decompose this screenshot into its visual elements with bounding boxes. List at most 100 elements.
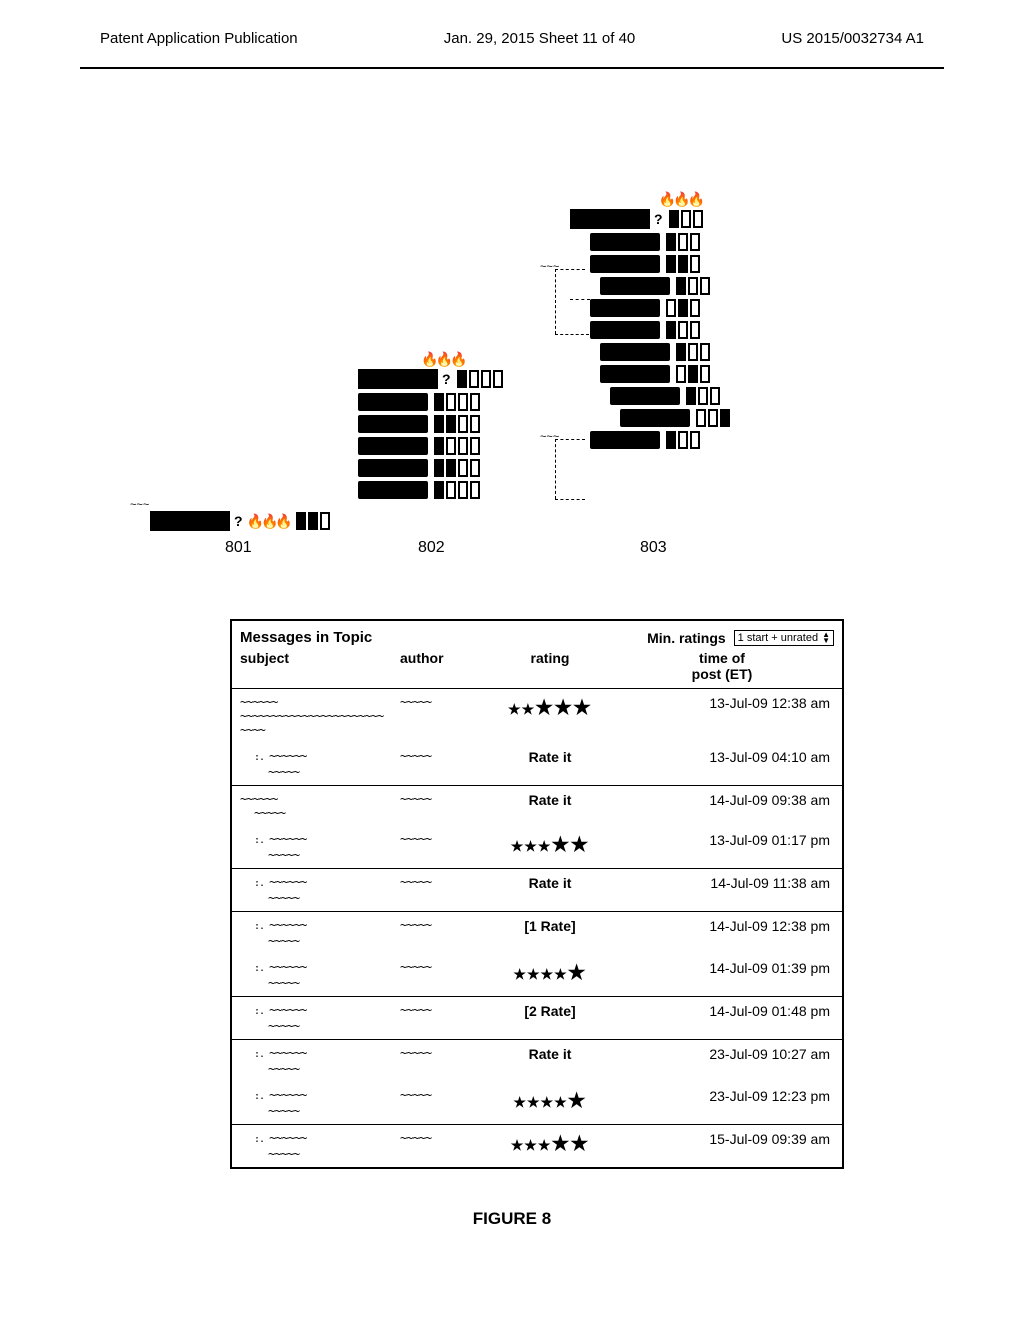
subject-text: ~~~~~~~~~~~ xyxy=(240,792,400,820)
col-author: author xyxy=(400,650,490,682)
flames-icon: 🔥🔥🔥 xyxy=(421,351,464,368)
author-text: ~~~~~ xyxy=(400,1003,490,1017)
author-text: ~~~~~ xyxy=(400,832,490,846)
post-time: 23-Jul-09 10:27 am xyxy=(610,1046,834,1062)
post-time: 13-Jul-09 04:10 am xyxy=(610,749,834,765)
table-body: ~~~~~~~~~~~~~~~~~~~~~~~~~~~~~~~~~~~~~~★★… xyxy=(232,688,842,1167)
subject-text: ~~~~~~~~~~~ xyxy=(240,749,400,779)
post-time: 15-Jul-09 09:39 am xyxy=(610,1131,834,1147)
author-text: ~~~~~ xyxy=(400,1131,490,1145)
author-text: ~~~~~ xyxy=(400,1046,490,1060)
subject-text: ~~~~~~~~~~~~~~~~~~~~~~~~~~~~~~~~~ xyxy=(240,695,400,737)
message-group: ~~~~~~~~~~~~~~~~Rate it14-Jul-09 11:38 a… xyxy=(232,868,842,911)
node-group-801: ~~~ ? 🔥🔥🔥 xyxy=(150,499,330,535)
min-ratings-label: Min. ratings xyxy=(647,630,726,646)
post-time: 14-Jul-09 01:48 pm xyxy=(610,1003,834,1019)
rating-blocks xyxy=(296,512,330,530)
message-group: ~~~~~~~~~~~~~~~~Rate it14-Jul-09 09:38 a… xyxy=(232,785,842,868)
connector xyxy=(555,439,556,499)
rating-text[interactable]: Rate it xyxy=(529,1046,572,1062)
flames-icon: 🔥🔥🔥 xyxy=(659,191,702,208)
wavy-prefix: ~~~ xyxy=(130,499,330,511)
col-subject: subject xyxy=(240,650,400,682)
node-group-802: 🔥🔥🔥 ? xyxy=(358,369,503,503)
rating-text[interactable]: [2 Rate] xyxy=(524,1003,575,1019)
subject-text: ~~~~~~~~~~~ xyxy=(240,1131,400,1161)
column-headers: subject author rating time of post (ET) xyxy=(232,650,842,688)
subject-text: ~~~~~~~~~~~ xyxy=(240,875,400,905)
author-text: ~~~~~ xyxy=(400,960,490,974)
post-time: 14-Jul-09 09:38 am xyxy=(610,792,834,808)
message-row: ~~~~~~~~~~~~~~~~~~~~~~~~~~~~~~~~~~~~~~ ★★… xyxy=(232,689,842,743)
message-group: ~~~~~~~~~~~~~~~~Rate it23-Jul-09 10:27 a… xyxy=(232,1039,842,1124)
rating-text[interactable]: Rate it xyxy=(529,749,572,765)
connector xyxy=(555,334,589,335)
post-time: 23-Jul-09 12:23 pm xyxy=(610,1088,834,1104)
question-icon: ? xyxy=(234,513,243,529)
post-time: 14-Jul-09 12:38 pm xyxy=(610,918,834,934)
table-header-row: Messages in Topic Min. ratings 1 start +… xyxy=(232,621,842,650)
connector xyxy=(570,299,590,300)
subject-text: ~~~~~~~~~~~ xyxy=(240,1046,400,1076)
header-right: US 2015/0032734 A1 xyxy=(781,30,924,47)
post-time: 13-Jul-09 12:38 am xyxy=(610,695,834,711)
author-text: ~~~~~ xyxy=(400,695,490,709)
rating-stars: ★★★★★ xyxy=(508,698,592,718)
rating-stars: ★★★★★ xyxy=(513,1091,586,1111)
ref-802: 802 xyxy=(418,539,445,557)
connector xyxy=(555,269,585,270)
subject-text: ~~~~~~~~~~~ xyxy=(240,832,400,862)
connector xyxy=(555,269,556,334)
subject-text: ~~~~~~~~~~~ xyxy=(240,918,400,948)
message-group: ~~~~~~~~~~~~~~~~~~~~~~~~~~~~~~~~~~~~~~ ★★… xyxy=(232,688,842,785)
col-rating: rating xyxy=(490,650,610,682)
post-time: 13-Jul-09 01:17 pm xyxy=(610,832,834,848)
ref-801: 801 xyxy=(225,539,252,557)
rating-text[interactable]: Rate it xyxy=(529,875,572,891)
post-time: 14-Jul-09 11:38 am xyxy=(610,875,834,891)
node-row: ? 🔥🔥🔥 xyxy=(150,511,330,531)
header-center: Jan. 29, 2015 Sheet 11 of 40 xyxy=(444,30,636,47)
author-text: ~~~~~ xyxy=(400,792,490,806)
message-group: ~~~~~~~~~~~~~~~~ [2 Rate] 14-Jul-09 01:48 … xyxy=(232,996,842,1039)
select-value: 1 start + unrated xyxy=(738,632,818,644)
flames-icon: 🔥🔥🔥 xyxy=(247,513,290,530)
message-row: ~~~~~~~~~~~~~~~~ Rate it 14-Jul-09 09:38 a… xyxy=(232,786,842,826)
message-group: ~~~~~~~~~~~~~~~~[1 Rate]14-Jul-09 12:38 … xyxy=(232,911,842,996)
author-text: ~~~~~ xyxy=(400,918,490,932)
ref-803: 803 xyxy=(640,539,667,557)
col-time: time of post (ET) xyxy=(610,650,834,682)
subject-text: ~~~~~~~~~~~ xyxy=(240,960,400,990)
node-bar xyxy=(150,511,230,531)
subject-text: ~~~~~~~~~~~ xyxy=(240,1088,400,1118)
messages-table: Messages in Topic Min. ratings 1 start +… xyxy=(230,619,844,1169)
header-rule xyxy=(80,67,944,69)
author-text: ~~~~~ xyxy=(400,1088,490,1102)
message-row: ~~~~~~~~~~~~~~~~ ★★★★★ 14-Jul-09 01:39 pm xyxy=(232,954,842,996)
rating-stars: ★★★★★ xyxy=(511,1134,590,1154)
message-row: ~~~~~~~~~~~~~~~~ ★★★★★ 23-Jul-09 12:23 pm xyxy=(232,1082,842,1124)
header-left: Patent Application Publication xyxy=(100,30,298,47)
page-header: Patent Application Publication Jan. 29, … xyxy=(0,0,1024,67)
node-group-803: 🔥🔥🔥 ? xyxy=(590,209,730,453)
diagram-area: ~~~ ? 🔥🔥🔥 801 🔥🔥🔥 ? 802 🔥🔥🔥 ? xyxy=(0,199,1024,589)
author-text: ~~~~~ xyxy=(400,749,490,763)
wavy-icon: ~~~ xyxy=(540,431,559,443)
table-title: Messages in Topic xyxy=(240,629,647,646)
message-row: ~~~~~~~~~~~~~~~~ Rate it 13-Jul-09 04:10 a… xyxy=(232,743,842,785)
connector xyxy=(555,499,585,500)
rating-stars: ★★★★★ xyxy=(511,835,590,855)
rating-text[interactable]: [1 Rate] xyxy=(524,918,575,934)
rating-stars: ★★★★★ xyxy=(513,963,586,983)
message-row: ~~~~~~~~~~~~~~~~ [2 Rate] 14-Jul-09 01:48 … xyxy=(232,997,842,1039)
subject-text: ~~~~~~~~~~~ xyxy=(240,1003,400,1033)
message-row: ~~~~~~~~~~~~~~~~ Rate it 23-Jul-09 10:27 a… xyxy=(232,1040,842,1082)
figure-label: FIGURE 8 xyxy=(0,1209,1024,1229)
min-ratings-select[interactable]: 1 start + unrated ▲▼ xyxy=(734,630,834,646)
message-group: ~~~~~~~~~~~~~~~~ ★★★★★ 15-Jul-09 09:39 am xyxy=(232,1124,842,1167)
spinner-icon: ▲▼ xyxy=(822,632,830,644)
rating-text[interactable]: Rate it xyxy=(529,792,572,808)
message-row: ~~~~~~~~~~~~~~~~Rate it14-Jul-09 11:38 a… xyxy=(232,869,842,911)
message-row: ~~~~~~~~~~~~~~~~ ★★★★★ 13-Jul-09 01:17 pm xyxy=(232,826,842,868)
post-time: 14-Jul-09 01:39 pm xyxy=(610,960,834,976)
